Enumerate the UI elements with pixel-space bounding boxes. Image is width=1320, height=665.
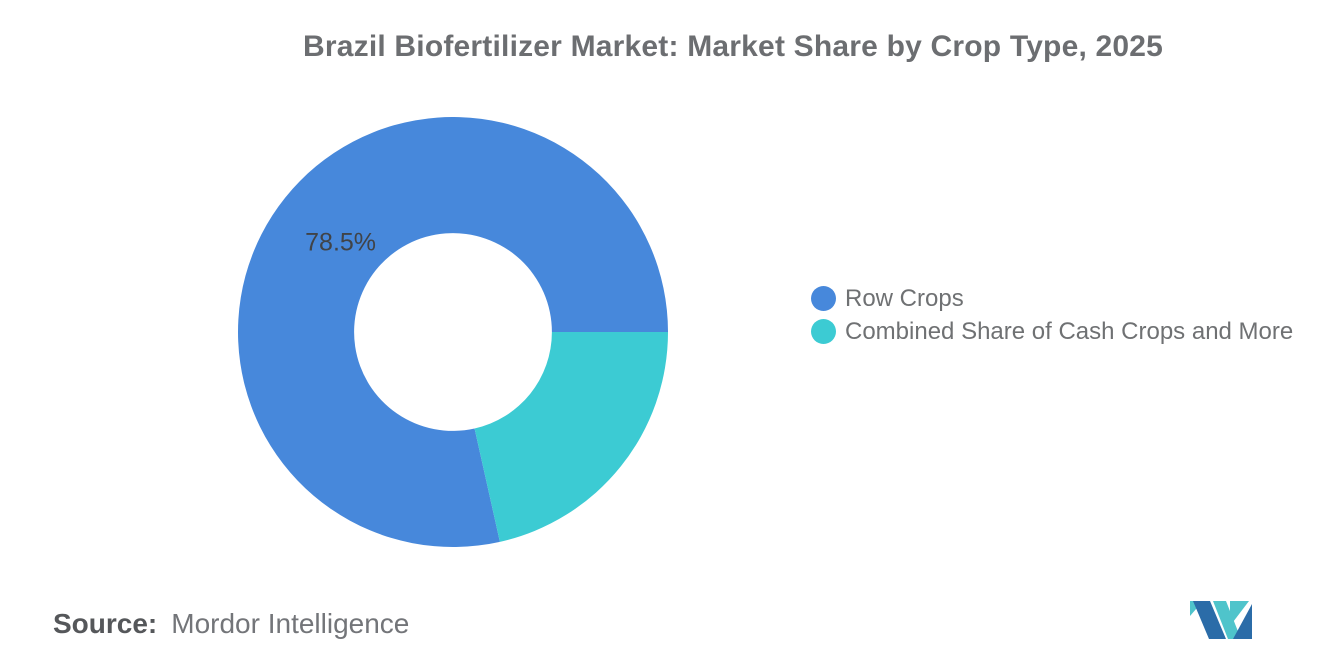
chart-title: Brazil Biofertilizer Market: Market Shar… [303, 30, 1164, 63]
logo-shape-teal-band [1213, 601, 1241, 639]
legend-item-cash-crops[interactable]: Combined Share of Cash Crops and More [811, 315, 1293, 348]
legend-label-row-crops: Row Crops [845, 284, 964, 312]
legend-label-cash-crops: Combined Share of Cash Crops and More [845, 317, 1294, 345]
donut-chart: 78.5% [238, 116, 668, 547]
mordor-intelligence-logo [1190, 601, 1252, 639]
source-label: Source: [53, 608, 158, 639]
slice-data-label: 78.5% [305, 229, 376, 257]
logo-svg [1190, 601, 1252, 639]
legend: Row Crops Combined Share of Cash Crops a… [811, 282, 1293, 348]
logo-shape-teal-right [1230, 601, 1249, 626]
legend-marker-cash-crops [811, 319, 836, 344]
legend-marker-row-crops [811, 286, 836, 311]
logo-shape-blue-band [1193, 601, 1226, 639]
logo-shape-blue-corner [1233, 604, 1252, 639]
donut-slice-row-crops[interactable] [238, 116, 668, 547]
donut-svg: 78.5% [238, 116, 668, 547]
legend-item-row-crops[interactable]: Row Crops [811, 282, 1293, 315]
donut-slice-combined-share-of-cash-crops-and-more[interactable] [474, 332, 668, 542]
source-line: Source: Mordor Intelligence [53, 608, 409, 640]
source-value: Mordor Intelligence [171, 608, 410, 639]
